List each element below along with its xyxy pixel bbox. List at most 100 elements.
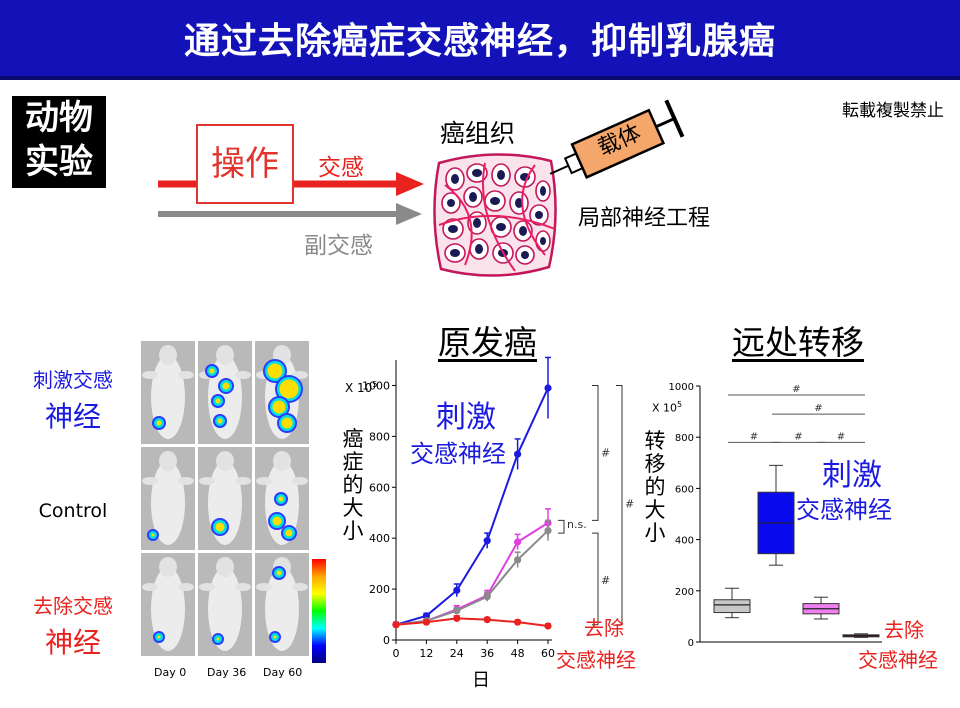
primary-bracket-control-remove [592,532,599,626]
mouse-right-arm [235,477,251,485]
mouse-image-svg [256,345,308,439]
luminescence-core-0 [276,570,282,576]
animal-experiment-badge: 动物 实验 [12,96,106,188]
row-label-remove-line1: 去除交感 [33,594,113,618]
syringe-illustration [549,99,685,179]
metastasis-stimulate-label-line1: 刺激 [822,458,882,493]
row-label-stimulate-line1: 刺激交感 [33,368,113,392]
luminescence-core-1 [222,382,230,390]
luminescence-core-1 [273,635,277,639]
mouse-head [159,557,177,577]
mouse-head [159,345,177,365]
mouse-head [216,345,234,365]
parasympathetic-arrow-head [396,203,422,225]
primary-point-2-3 [483,593,491,601]
primary-point-2-4 [514,556,522,564]
mouse-right-arm [292,583,308,591]
luminescence-core-0 [216,637,220,641]
metastasis-scale-exponent: 5 [677,400,683,409]
mouse-image-r0-c0 [141,341,195,444]
luminescence-core-3 [217,418,223,424]
mouse-image-r0-c1 [198,341,252,444]
intensity-colorbar [312,559,326,663]
mouse-right-arm [292,477,308,485]
primary-point-0-2 [453,586,461,594]
mouse-image-svg [256,557,308,651]
primary-y-label-char-4: 小 [342,519,364,543]
mouse-left-arm [142,371,158,379]
badge-line-1: 动物 [25,98,93,138]
day-label-0: Day 0 [154,666,187,679]
primary-y-tick-label-2: 400 [369,532,390,545]
row-label-stimulate-line2: 神经 [44,400,101,433]
mouse-image-r1-c1 [198,447,252,550]
primary-y-tick-label-1: 200 [369,583,390,596]
primary-y-tick-label-5: 1000 [362,379,390,392]
metastasis-remove-label-line1: 去除 [884,618,924,642]
metastasis-scale-text: X 10 [652,401,678,415]
mouse-head [216,557,234,577]
metastasis-sig-0-1-hash: # [750,431,758,442]
primary-point-3-3 [483,616,491,624]
primary-point-2-5 [544,526,552,535]
primary-x-tick-label-1: 12 [419,647,433,660]
mouse-right-arm [178,477,194,485]
mouse-left-arm [199,583,215,591]
sympathetic-label: 交感 [318,155,364,181]
primary-remove-label-line2: 交感神经 [556,648,636,672]
metastasis-sig-0-3-hash: # [792,384,800,395]
mouse-image-r2-c2 [255,553,309,656]
metastasis-y-tick-label-1: 200 [675,587,694,598]
mouse-image-svg [142,345,194,439]
primary-tumor-chart: 0 200 400 600 800 1000 0 12 24 36 48 60 # # # n.s. [362,356,634,660]
primary-y-label-char-0: 癌 [342,427,364,451]
mouse-body [265,567,299,651]
primary-point-0-5 [544,384,552,392]
nerve-fibers [438,162,556,272]
mouse-image-svg [199,557,251,651]
mouse-image-svg [199,451,251,545]
metastasis-box-0 [713,599,751,614]
primary-remove-label-line1: 去除 [584,616,624,640]
metastasis-sig-1-3-hash: # [814,403,822,414]
primary-series-line-0 [395,387,549,626]
metastasis-y-tick-label-2: 400 [675,536,694,547]
primary-scale-exponent: 5 [372,380,378,389]
primary-y-axis-label: 癌症的大小 [342,428,364,543]
metastasis-y-tick-label-4: 800 [675,433,694,444]
luminescence-core-3 [281,417,293,429]
primary-scale-text: X 10 [345,381,373,395]
row-label-remove-line2: 神经 [44,626,101,659]
primary-point-0-1 [422,612,430,620]
local-neural-engineering-label: 局部神经工程 [578,206,711,231]
metastasis-chart: 0 200 400 600 800 1000 # # # # # [669,382,882,649]
metastasis-stimulate-label-line2: 交感神经 [796,496,892,524]
metastasis-sig-1-2-hash: # [794,431,802,442]
metastasis-y-axis-label: 转移的大小 [644,430,666,545]
row-label-control: Control [38,500,108,522]
bioluminescence-image-grid [141,341,311,663]
primary-x-tick-label-5: 60 [541,647,555,660]
primary-bracket-stim-control [592,384,599,521]
primary-series-line-3 [395,617,549,627]
mouse-right-arm [235,583,251,591]
mouse-body [151,461,185,545]
mouse-head [273,451,291,471]
primary-y-tick-label-3: 600 [369,481,390,494]
badge-line-2: 实验 [25,142,93,182]
mouse-image-svg [142,557,194,651]
primary-stimulate-label-line2: 交感神经 [410,440,506,468]
luminescence-core-0 [209,368,215,374]
mouse-body [151,567,185,651]
primary-point-3-5 [544,622,552,630]
metastasis-y-tick-label-3: 600 [675,484,694,495]
mouse-head [216,451,234,471]
metastasis-y-label-char-0: 转 [644,429,666,453]
metastasis-y-label-char-4: 小 [644,521,666,545]
mouse-image-r1-c2 [255,447,309,550]
metastasis-scale-label: X 105 [652,400,682,415]
mouse-left-arm [199,477,215,485]
luminescence-core-0 [278,496,284,502]
metastasis-y-label-char-2: 的 [644,475,666,499]
primary-bracket-stim-remove [616,384,623,626]
